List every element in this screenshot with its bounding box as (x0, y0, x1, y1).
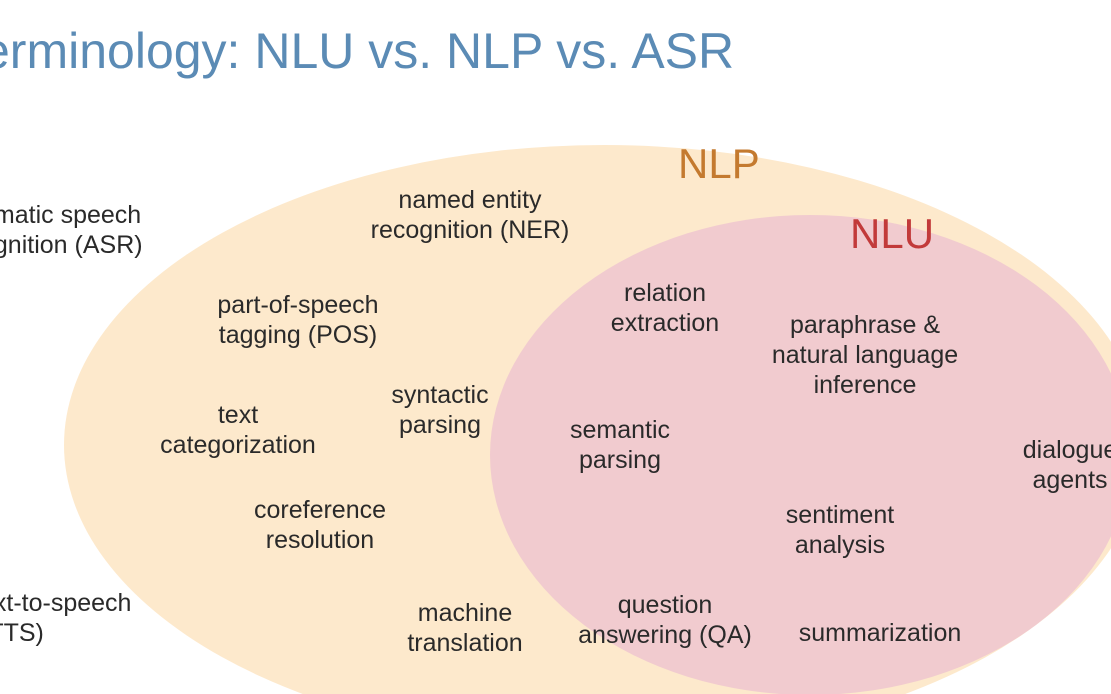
term-relext: relation extraction (570, 278, 760, 338)
term-ner: named entity recognition (NER) (340, 185, 600, 245)
term-mt: machine translation (370, 598, 560, 658)
term-dialogue: dialogue agents (990, 435, 1111, 495)
term-paraphrase: paraphrase & natural language inference (740, 310, 990, 400)
diagram-stage: erminology: NLU vs. NLP vs. ASR NLP NLU … (0, 0, 1111, 694)
term-summ: summarization (770, 618, 990, 648)
term-semparse: semantic parsing (530, 415, 710, 475)
nlu-label: NLU (850, 210, 934, 258)
term-tts: ext-to-speech (TTS) (0, 588, 160, 648)
nlp-label: NLP (678, 140, 760, 188)
term-textcat: text categorization (128, 400, 348, 460)
term-qa: question answering (QA) (550, 590, 780, 650)
term-sentiment: sentiment analysis (740, 500, 940, 560)
slide-title: erminology: NLU vs. NLP vs. ASR (0, 22, 734, 80)
term-synparse: syntactic parsing (350, 380, 530, 440)
term-pos: part-of-speech tagging (POS) (188, 290, 408, 350)
term-asr: omatic speech ognition (ASR) (0, 200, 180, 260)
term-coref: coreference resolution (220, 495, 420, 555)
